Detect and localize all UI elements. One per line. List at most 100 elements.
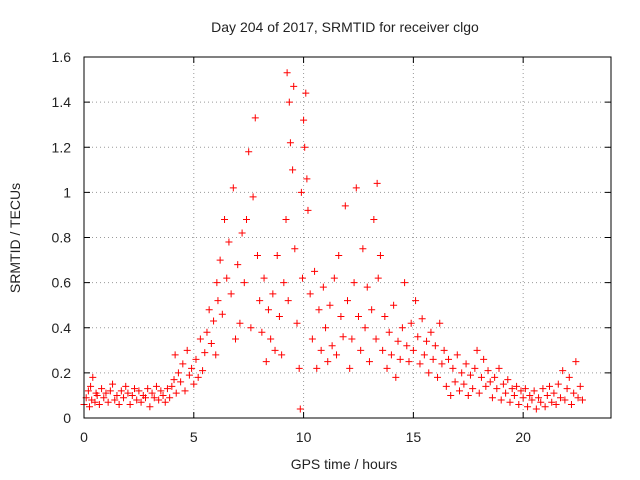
data-point (315, 306, 323, 314)
data-point (311, 267, 319, 275)
data-point (258, 328, 266, 336)
data-point (328, 342, 336, 350)
data-point (530, 387, 538, 395)
data-point (466, 371, 474, 379)
data-point (322, 324, 330, 332)
data-point (264, 306, 272, 314)
data-point (133, 396, 141, 404)
data-point (390, 301, 398, 309)
data-point (519, 394, 527, 402)
data-point (227, 290, 235, 298)
data-point (403, 342, 411, 350)
data-point (285, 98, 293, 106)
x-tick-label: 10 (296, 429, 312, 445)
data-point (273, 252, 281, 260)
y-tick-labels: 0 0.2 0.4 0.6 0.8 1 1.2 1.4 1.6 (52, 49, 72, 426)
data-point (278, 351, 286, 359)
data-point (148, 389, 156, 397)
data-point (301, 143, 309, 151)
data-point (434, 373, 442, 381)
data-point (554, 380, 562, 388)
data-point (561, 396, 569, 404)
data-point (185, 371, 193, 379)
data-point (365, 358, 373, 366)
data-point (269, 290, 277, 298)
data-point (128, 391, 136, 399)
y-tick-label: 1.2 (52, 139, 72, 155)
data-point (425, 369, 433, 377)
data-point (471, 364, 479, 372)
data-point (324, 358, 332, 366)
data-point (521, 385, 529, 393)
y-tick-label: 0 (63, 410, 71, 426)
data-point (171, 351, 179, 359)
data-point (339, 333, 347, 341)
data-point (100, 394, 108, 402)
data-point (394, 337, 402, 345)
data-point (513, 382, 521, 390)
data-point (559, 367, 567, 375)
data-point (111, 396, 119, 404)
data-point (350, 279, 358, 287)
data-point (326, 301, 334, 309)
data-point (449, 364, 457, 372)
data-point (85, 403, 93, 411)
data-point (473, 346, 481, 354)
data-point (295, 364, 303, 372)
data-point (546, 382, 554, 390)
data-point (109, 380, 117, 388)
data-point (495, 364, 503, 372)
data-point (106, 387, 114, 395)
data-point (170, 376, 178, 384)
data-point (238, 229, 246, 237)
data-point (341, 202, 349, 210)
data-point (137, 398, 145, 406)
data-point (565, 373, 573, 381)
data-point (190, 380, 198, 388)
data-point (517, 387, 525, 395)
data-point (98, 385, 106, 393)
data-point (199, 367, 207, 375)
data-point (262, 358, 270, 366)
data-point (420, 351, 428, 359)
data-point (510, 391, 518, 399)
data-point (302, 89, 310, 97)
data-point (284, 297, 292, 305)
data-point (414, 333, 422, 341)
y-tick-label: 0.6 (52, 275, 72, 291)
data-point (113, 391, 121, 399)
data-point (174, 369, 182, 377)
data-point (240, 279, 248, 287)
data-point (361, 324, 369, 332)
data-point (578, 396, 586, 404)
data-point (115, 400, 123, 408)
data-point (122, 382, 130, 390)
data-point (192, 355, 200, 363)
data-point (528, 396, 536, 404)
data-point (357, 346, 365, 354)
data-point (146, 403, 154, 411)
data-point (93, 391, 101, 399)
data-point (163, 385, 171, 393)
data-point (363, 283, 371, 291)
data-point (447, 391, 455, 399)
data-point (203, 328, 211, 336)
data-point (508, 385, 516, 393)
data-point (194, 373, 202, 381)
data-point (550, 389, 558, 397)
data-point (275, 312, 283, 320)
data-point (306, 290, 314, 298)
data-point (245, 148, 253, 156)
data-point (431, 342, 439, 350)
data-point (497, 396, 505, 404)
data-point (159, 391, 167, 399)
data-point (436, 319, 444, 327)
x-tick-labels: 0 5 10 15 20 (80, 429, 531, 445)
data-point (515, 400, 523, 408)
data-point (477, 373, 485, 381)
data-point (253, 252, 261, 260)
data-point (368, 306, 376, 314)
data-point (409, 346, 417, 354)
data-point (381, 312, 389, 320)
data-point (177, 378, 185, 386)
